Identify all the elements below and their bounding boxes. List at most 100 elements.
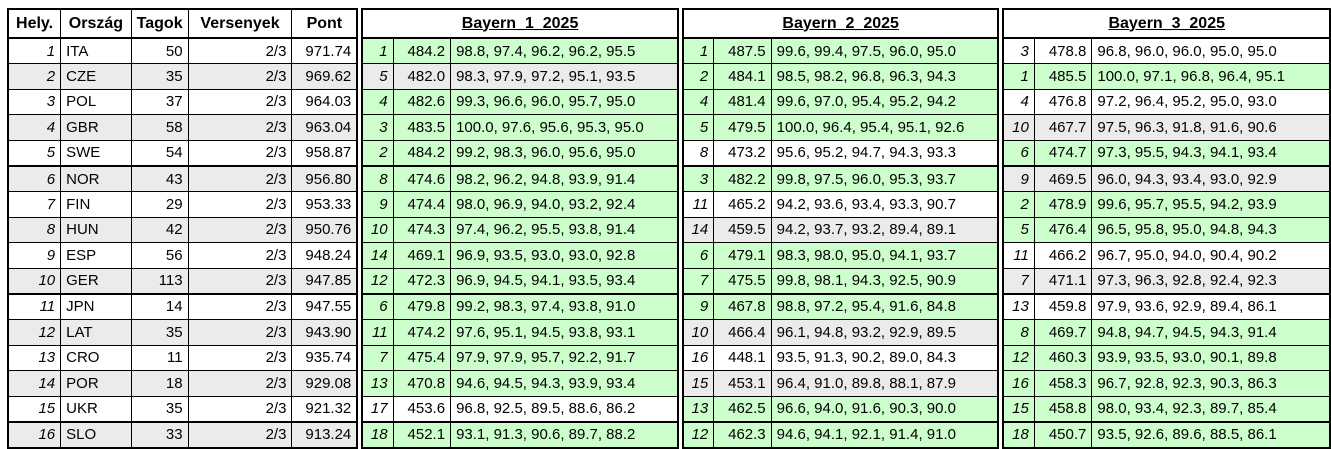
table-row: 1 485.5 100.0, 97.1, 96.8, 96.4, 95.1 xyxy=(1002,63,1331,90)
cell-rank: 15 xyxy=(1002,395,1035,423)
table-row: 14 469.1 96.9, 93.5, 93.0, 93.0, 92.8 xyxy=(361,242,679,269)
cell-rank: 13 xyxy=(1002,293,1035,321)
table-row: 3 483.5 100.0, 97.6, 95.6, 95.3, 95.0 xyxy=(361,114,679,141)
table-row: 7 471.1 97.3, 96.3, 92.8, 92.4, 92.3 xyxy=(1002,267,1331,295)
table-row: 15 453.1 96.4, 91.0, 89.8, 88.1, 87.9 xyxy=(682,370,999,397)
table-row: 12 462.3 94.6, 94.1, 92.1, 91.4, 91.0 xyxy=(682,421,999,448)
cell-place: 15 xyxy=(7,395,62,423)
cell-score: 472.3 xyxy=(392,267,452,295)
table-row: 2 478.9 99.6, 95.7, 95.5, 94.2, 93.9 xyxy=(1002,191,1331,218)
cell-results: 96.8, 96.0, 96.0, 95.0, 95.0 xyxy=(1091,37,1331,65)
cell-results: 95.6, 95.2, 94.7, 94.3, 93.3 xyxy=(770,139,999,167)
cell-rank: 5 xyxy=(1002,216,1035,244)
cell-members: 43 xyxy=(130,165,189,193)
cell-country: ITA xyxy=(60,37,132,65)
cell-score: 479.5 xyxy=(713,114,772,141)
cell-members: 35 xyxy=(130,319,189,346)
cell-points: 947.85 xyxy=(291,267,358,295)
cell-place: 2 xyxy=(7,63,62,90)
cell-score: 483.5 xyxy=(392,114,452,141)
cell-score: 487.5 xyxy=(713,37,772,65)
cell-results: 100.0, 96.4, 95.4, 95.1, 92.6 xyxy=(770,114,999,141)
table-row: 11 465.2 94.2, 93.6, 93.4, 93.3, 90.7 xyxy=(682,191,999,218)
cell-results: 94.6, 94.1, 92.1, 91.4, 91.0 xyxy=(770,421,999,448)
cell-members: 113 xyxy=(130,267,189,295)
table-row: 14 459.5 94.2, 93.7, 93.2, 89.4, 89.1 xyxy=(682,216,999,244)
cell-competitions: 2/3 xyxy=(187,165,293,193)
table-row: 9 469.5 96.0, 94.3, 93.4, 93.0, 92.9 xyxy=(1002,165,1331,193)
cell-results: 99.3, 96.6, 96.0, 95.7, 95.0 xyxy=(450,88,679,116)
cell-competitions: 2/3 xyxy=(187,191,293,218)
cell-members: 42 xyxy=(130,216,189,244)
cell-place: 13 xyxy=(7,344,62,372)
cell-score: 476.4 xyxy=(1033,216,1093,244)
cell-rank: 7 xyxy=(682,267,715,295)
cell-score: 452.1 xyxy=(392,421,452,448)
cell-score: 459.8 xyxy=(1033,293,1093,321)
cell-rank: 11 xyxy=(361,319,394,346)
table-row: 13 470.8 94.6, 94.5, 94.3, 93.9, 93.4 xyxy=(361,370,679,397)
cell-place: 6 xyxy=(7,165,62,193)
col-header-competitions: Versenyek xyxy=(187,8,293,39)
table-row: 4 476.8 97.2, 96.4, 95.2, 95.0, 93.0 xyxy=(1002,88,1331,116)
cell-country: GER xyxy=(60,267,132,295)
bayern-1-table: Bayern_1_2025 1 484.2 98.8, 97.4, 96.2, 96… xyxy=(361,8,679,449)
cell-members: 56 xyxy=(130,242,189,269)
cell-score: 482.0 xyxy=(392,63,452,90)
cell-results: 96.9, 94.5, 94.1, 93.5, 93.4 xyxy=(450,267,679,295)
cell-results: 98.2, 96.2, 94.8, 93.9, 91.4 xyxy=(450,165,679,193)
cell-competitions: 2/3 xyxy=(187,216,293,244)
cell-points: 943.90 xyxy=(291,319,358,346)
table-row: 2 CZE 35 2/3 969.62 xyxy=(7,63,358,90)
cell-country: FIN xyxy=(60,191,132,218)
cell-results: 93.9, 93.5, 93.0, 90.1, 89.8 xyxy=(1091,344,1331,372)
cell-score: 466.4 xyxy=(713,319,772,346)
cell-rank: 8 xyxy=(1002,319,1035,346)
cell-rank: 2 xyxy=(361,139,394,167)
cell-rank: 12 xyxy=(361,267,394,295)
cell-results: 97.9, 93.6, 92.9, 89.4, 86.1 xyxy=(1091,293,1331,321)
cell-results: 98.8, 97.4, 96.2, 96.2, 95.5 xyxy=(450,37,679,65)
cell-rank: 10 xyxy=(361,216,394,244)
cell-country: GBR xyxy=(60,114,132,141)
cell-place: 3 xyxy=(7,88,62,116)
cell-score: 481.4 xyxy=(713,88,772,116)
cell-score: 476.8 xyxy=(1033,88,1093,116)
cell-results: 97.5, 96.3, 91.8, 91.6, 90.6 xyxy=(1091,114,1331,141)
cell-rank: 13 xyxy=(682,395,715,423)
table-row: 10 474.3 97.4, 96.2, 95.5, 93.8, 91.4 xyxy=(361,216,679,244)
cell-country: ESP xyxy=(60,242,132,269)
cell-rank: 17 xyxy=(361,395,394,423)
cell-rank: 9 xyxy=(682,293,715,321)
cell-country: HUN xyxy=(60,216,132,244)
cell-competitions: 2/3 xyxy=(187,370,293,397)
cell-results: 94.2, 93.6, 93.4, 93.3, 90.7 xyxy=(770,191,999,218)
cell-score: 471.1 xyxy=(1033,267,1093,295)
table-row: 9 474.4 98.0, 96.9, 94.0, 93.2, 92.4 xyxy=(361,191,679,218)
cell-country: JPN xyxy=(60,293,132,321)
table-row: 13 462.5 96.6, 94.0, 91.6, 90.3, 90.0 xyxy=(682,395,999,423)
cell-place: 9 xyxy=(7,242,62,269)
cell-place: 4 xyxy=(7,114,62,141)
cell-rank: 1 xyxy=(1002,63,1035,90)
cell-country: NOR xyxy=(60,165,132,193)
cell-results: 94.8, 94.7, 94.5, 94.3, 91.4 xyxy=(1091,319,1331,346)
header-row: Bayern_3_2025 xyxy=(1002,8,1331,39)
cell-competitions: 2/3 xyxy=(187,63,293,90)
cell-members: 14 xyxy=(130,293,189,321)
cell-place: 1 xyxy=(7,37,62,65)
col-header-points: Pont xyxy=(291,8,358,39)
cell-results: 97.9, 97.9, 95.7, 92.2, 91.7 xyxy=(450,344,679,372)
table-row: 6 NOR 43 2/3 956.80 xyxy=(7,165,358,193)
cell-points: 913.24 xyxy=(291,421,358,448)
cell-points: 953.33 xyxy=(291,191,358,218)
table-row: 2 484.1 98.5, 98.2, 96.8, 96.3, 94.3 xyxy=(682,63,999,90)
cell-rank: 5 xyxy=(682,114,715,141)
cell-members: 35 xyxy=(130,395,189,423)
table-row: 5 SWE 54 2/3 958.87 xyxy=(7,139,358,167)
cell-members: 37 xyxy=(130,88,189,116)
cell-score: 474.4 xyxy=(392,191,452,218)
cell-country: UKR xyxy=(60,395,132,423)
cell-place: 14 xyxy=(7,370,62,397)
cell-members: 54 xyxy=(130,139,189,167)
